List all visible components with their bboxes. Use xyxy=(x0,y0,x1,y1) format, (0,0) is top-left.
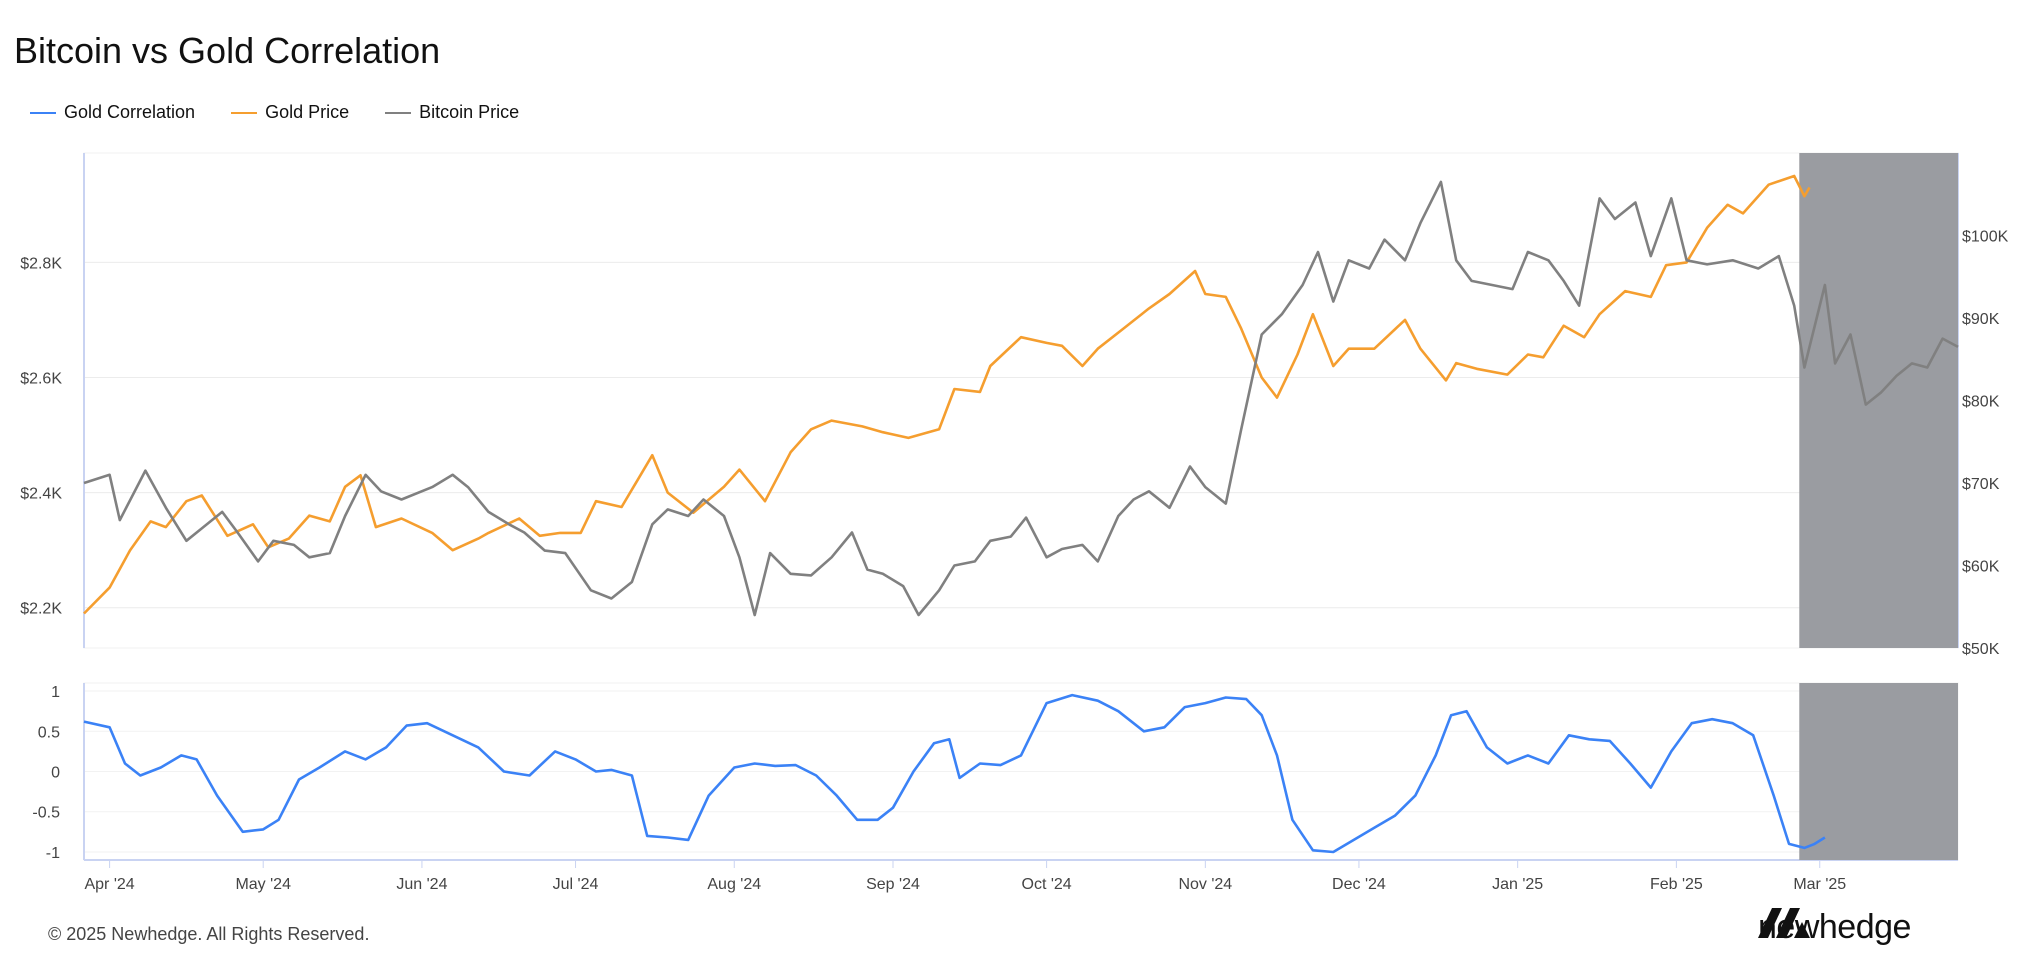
x-axis-tick-label: Aug '24 xyxy=(707,876,761,893)
x-axis-tick-label: Mar '25 xyxy=(1793,876,1846,893)
legend-swatch-bitcoin xyxy=(385,111,412,114)
main-plot-area xyxy=(83,152,1959,649)
x-axis-tick-label: Feb '25 xyxy=(1650,876,1703,893)
x-axis-tick-label: Apr '24 xyxy=(84,876,134,893)
legend-swatch-gold xyxy=(231,111,258,114)
correlation-axis-tick-label: -1 xyxy=(46,845,60,862)
legend-label: Gold Price xyxy=(265,102,350,122)
correlation-axis-tick-label: -0.5 xyxy=(32,805,60,822)
x-axis-tick-label: Jul '24 xyxy=(553,876,599,893)
copyright-footer: © 2025 Newhedge. All Rights Reserved. xyxy=(48,924,370,944)
legend-swatch-correlation xyxy=(30,111,56,114)
left-axis-tick-label: $2.4K xyxy=(20,486,62,503)
left-axis-tick-label: $2.2K xyxy=(20,601,62,618)
right-axis-tick-label: $100K xyxy=(1962,229,2009,246)
left-axis-tick-label: $2.6K xyxy=(20,370,62,387)
x-axis-tick-label: May '24 xyxy=(235,876,291,893)
brand-logo[interactable]: newhedge xyxy=(1758,908,1911,947)
shaded-region-main xyxy=(1799,153,1958,648)
legend-item-bitcoin-price[interactable]: Bitcoin Price xyxy=(385,102,519,123)
x-axis-tick-label: Jan '25 xyxy=(1492,876,1543,893)
chart-legend: Gold Correlation Gold Price Bitcoin Pric… xyxy=(30,102,519,123)
newhedge-logo-icon xyxy=(1758,908,1810,938)
right-axis-tick-label: $60K xyxy=(1962,559,2000,576)
gold-correlation-line xyxy=(83,693,1826,854)
right-axis-tick-label: $80K xyxy=(1962,394,2000,411)
legend-item-gold-correlation[interactable]: Gold Correlation xyxy=(30,102,195,123)
bitcoin-price-line xyxy=(83,180,1959,617)
right-axis-tick-label: $70K xyxy=(1962,476,2000,493)
x-axis-tick-label: Oct '24 xyxy=(1022,876,1072,893)
correlation-axis-tick-label: 0 xyxy=(51,765,60,782)
right-axis-tick-label: $50K xyxy=(1962,641,2000,658)
correlation-axis-tick-label: 1 xyxy=(51,684,60,701)
gold-price-line xyxy=(83,174,1811,615)
x-axis-tick-label: Nov '24 xyxy=(1178,876,1232,893)
shaded-region-correlation xyxy=(1799,683,1958,860)
x-axis-tick-label: Dec '24 xyxy=(1332,876,1386,893)
x-axis-tick-label: Jun '24 xyxy=(396,876,447,893)
x-axis-tick-label: Sep '24 xyxy=(866,876,920,893)
legend-label: Gold Correlation xyxy=(64,102,196,122)
legend-item-gold-price[interactable]: Gold Price xyxy=(231,102,349,123)
correlation-axis-tick-label: 0.5 xyxy=(38,724,60,741)
chart-title: Bitcoin vs Gold Correlation xyxy=(14,30,441,71)
legend-label: Bitcoin Price xyxy=(419,102,520,122)
left-axis-tick-label: $2.8K xyxy=(20,255,62,272)
right-axis-tick-label: $90K xyxy=(1962,311,2000,328)
